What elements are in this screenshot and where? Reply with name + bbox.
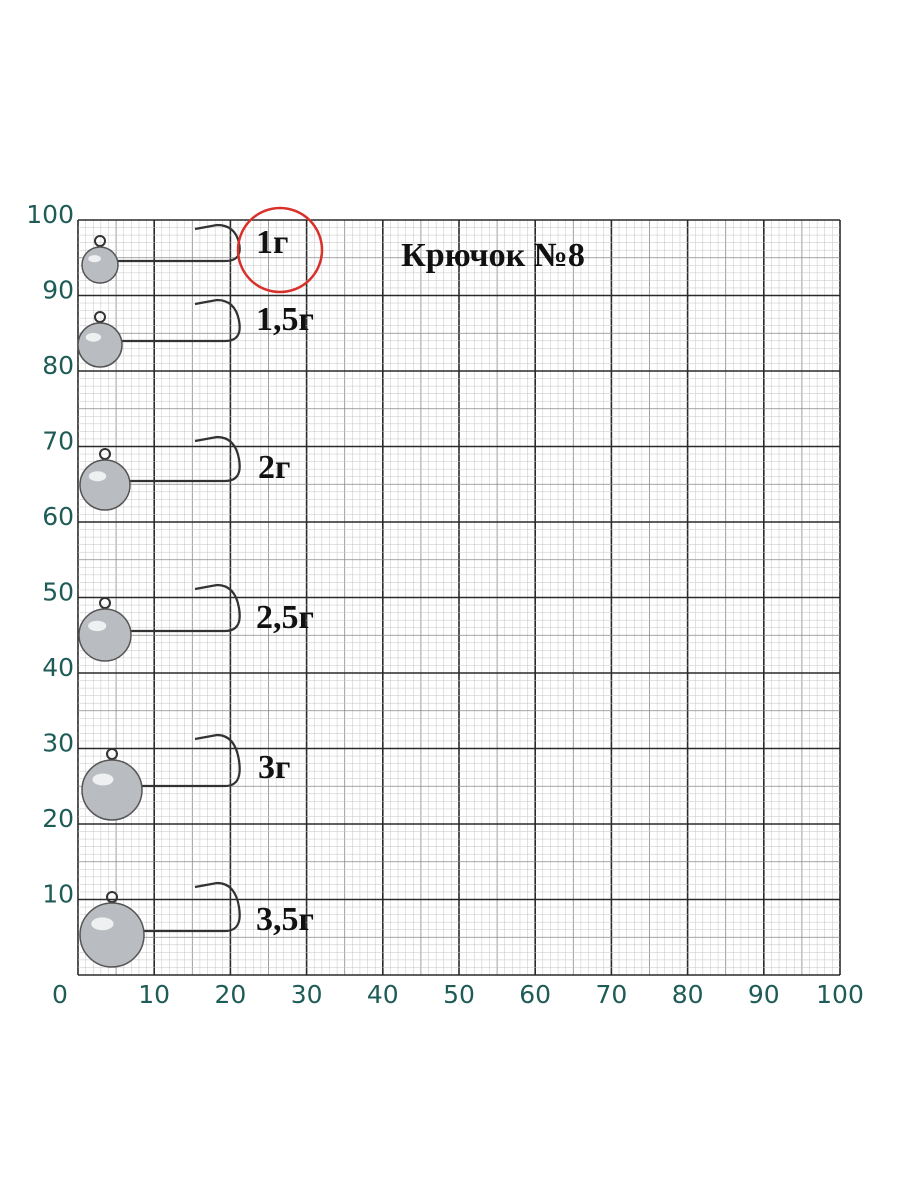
head-shine bbox=[88, 620, 107, 632]
y-axis-label: 90 bbox=[42, 276, 74, 305]
y-axis-label: 80 bbox=[42, 351, 74, 380]
eyelet bbox=[106, 891, 118, 903]
x-axis-label: 30 bbox=[291, 980, 323, 1009]
head-shine bbox=[88, 471, 107, 482]
x-axis-label: 40 bbox=[367, 980, 399, 1009]
lead-head bbox=[79, 459, 131, 511]
highlight-circle bbox=[236, 206, 324, 294]
lead-head bbox=[81, 759, 143, 821]
hook bbox=[105, 583, 241, 633]
lead-head bbox=[79, 902, 145, 968]
x-axis-label: 0 bbox=[52, 980, 68, 1009]
lead-head bbox=[81, 246, 119, 284]
jig-heads bbox=[77, 223, 241, 968]
graph-paper bbox=[77, 219, 841, 976]
y-axis-label: 70 bbox=[42, 427, 74, 456]
eyelet bbox=[94, 311, 106, 323]
eyelet bbox=[99, 448, 111, 460]
hook bbox=[112, 733, 241, 788]
head-shine bbox=[92, 773, 114, 786]
eyelet bbox=[94, 235, 106, 247]
x-axis-label: 10 bbox=[138, 980, 170, 1009]
x-axis-label: 50 bbox=[443, 980, 475, 1009]
head-shine bbox=[88, 255, 101, 263]
y-axis-label: 20 bbox=[42, 804, 74, 833]
y-axis-label: 30 bbox=[42, 729, 74, 758]
weight-label: 3г bbox=[258, 749, 290, 786]
title: Крючок №8 bbox=[401, 237, 585, 274]
x-axis-label: 70 bbox=[595, 980, 627, 1009]
head-shine bbox=[91, 917, 114, 931]
labels: 0 10 20 30 40 50 60 70 80 90 100 10 20 30 40 50 60 70 80 90… bbox=[26, 200, 864, 1009]
y-axis-label: 40 bbox=[42, 653, 74, 682]
hook bbox=[105, 435, 241, 483]
weight-label: 3,5г bbox=[256, 901, 314, 938]
weight-label: 1,5г bbox=[256, 301, 314, 338]
lead-head bbox=[78, 608, 132, 662]
x-axis-label: 90 bbox=[748, 980, 780, 1009]
hook bbox=[112, 881, 241, 933]
weight-label: 2г bbox=[258, 449, 290, 486]
weight-label: 2,5г bbox=[256, 599, 314, 636]
y-axis-label: 60 bbox=[42, 502, 74, 531]
lead-head bbox=[77, 322, 123, 368]
x-axis-label: 80 bbox=[672, 980, 704, 1009]
y-axis-label: 100 bbox=[26, 200, 74, 229]
x-axis-label: 60 bbox=[519, 980, 551, 1009]
hook bbox=[100, 298, 241, 343]
x-axis-label: 100 bbox=[816, 980, 864, 1009]
head-shine bbox=[85, 332, 102, 342]
eyelet bbox=[106, 748, 118, 760]
y-axis-label: 10 bbox=[42, 880, 74, 909]
x-axis-label: 20 bbox=[214, 980, 246, 1009]
y-axis-label: 50 bbox=[42, 578, 74, 607]
eyelet bbox=[99, 597, 111, 609]
weight-label: 1г bbox=[256, 224, 288, 261]
